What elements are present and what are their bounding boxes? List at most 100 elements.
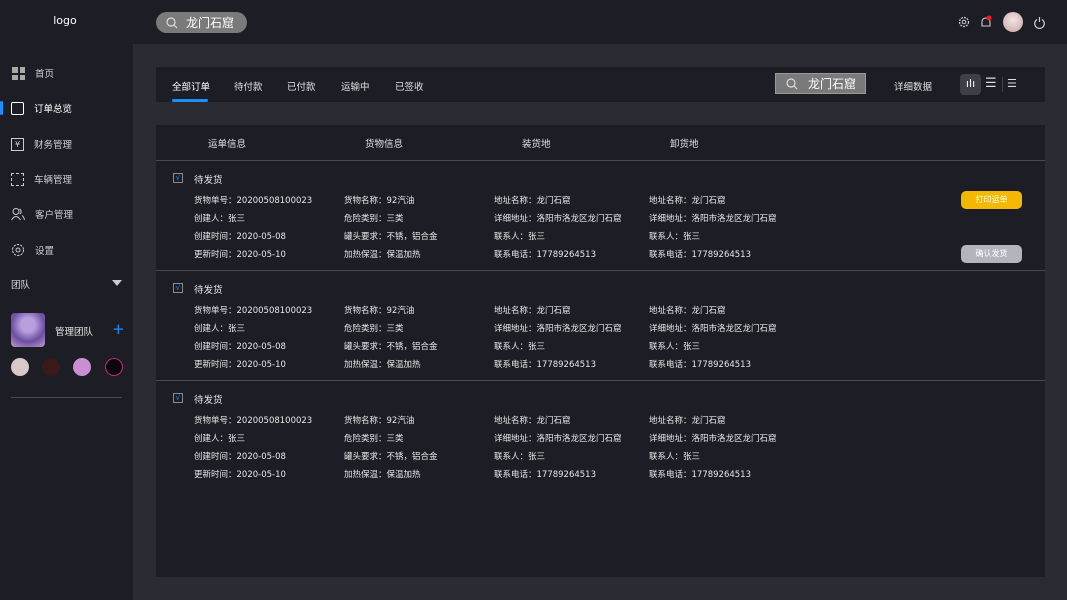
divider [1002, 77, 1003, 92]
team-name: 管理团队 [55, 327, 94, 338]
column-view-icon[interactable]: ıIı [960, 74, 981, 95]
team-avatar[interactable] [11, 313, 45, 347]
confirm-shipment-button[interactable]: 确认发货 [961, 245, 1022, 263]
field-updated: 更新时间：2020-05-10 [194, 470, 286, 480]
add-team-icon[interactable]: + [112, 320, 125, 338]
field-created: 创建时间：2020-05-08 [194, 232, 286, 242]
member-avatar[interactable] [105, 358, 123, 376]
table-row: √ 待发货 货物单号：20200508100023 创建人：张三 创建时间：2020-0… [156, 160, 1045, 270]
field-updated: 更新时间：2020-05-10 [194, 360, 286, 370]
tab-bar: 全部订单 待付款 已付款 运输中 已签收 龙门石窟 详细数据 ıIı ☰ ☰ [156, 67, 1045, 102]
field-tank: 罐头要求：不锈，铝合金 [344, 342, 438, 352]
sidebar-item-home[interactable]: 首页 [0, 63, 133, 83]
field-updated: 更新时间：2020-05-10 [194, 250, 286, 260]
field-load-addr: 详细地址：洛阳市洛龙区龙门石窟 [494, 434, 622, 444]
field-unload-phone: 联系电话：17789264513 [649, 250, 751, 260]
list-view-icon[interactable]: ☰ [985, 76, 997, 91]
team-label: 团队 [11, 280, 31, 291]
field-unload-contact: 联系人：张三 [649, 342, 701, 352]
field-creator: 创建人：张三 [194, 434, 246, 444]
field-load-addr: 详细地址：洛阳市洛龙区龙门石窟 [494, 214, 622, 224]
field-load-name: 地址名称：龙门石窟 [494, 306, 571, 316]
grid-icon [11, 66, 25, 80]
field-load-phone: 联系电话：17789264513 [494, 250, 596, 260]
print-waybill-button[interactable]: 打印运单 [961, 191, 1022, 209]
vehicle-icon [11, 172, 24, 186]
tab-pending-payment[interactable]: 待付款 [234, 82, 263, 93]
member-avatar[interactable] [73, 358, 91, 376]
finance-icon: ¥ [11, 137, 24, 151]
field-heat: 加热保温：保温加热 [344, 250, 421, 260]
row-checkbox[interactable]: √ [173, 393, 183, 403]
sidebar-item-label: 财务管理 [34, 140, 73, 151]
field-goods: 货物名称：92汽油 [344, 306, 415, 316]
tab-paid[interactable]: 已付款 [287, 82, 316, 93]
header-unloading: 卸货地 [670, 139, 699, 150]
power-icon[interactable] [1031, 14, 1047, 30]
sidebar: 首页 订单总览 ¥ 财务管理 车辆管理 客户管理 设置 团队 管理团队 + [0, 44, 133, 600]
search-icon [786, 77, 798, 89]
header-loading: 装货地 [522, 139, 551, 150]
field-order-no: 货物单号：20200508100023 [194, 306, 313, 316]
field-hazard: 危险类别：三类 [344, 324, 404, 334]
sidebar-item-label: 车辆管理 [34, 175, 73, 186]
detail-data-button[interactable]: 详细数据 [894, 82, 933, 93]
field-order-no: 货物单号：20200508100023 [194, 196, 313, 206]
field-created: 创建时间：2020-05-08 [194, 452, 286, 462]
field-load-contact: 联系人：张三 [494, 232, 546, 242]
sidebar-item-customers[interactable]: 客户管理 [0, 204, 133, 224]
member-avatar[interactable] [42, 358, 60, 376]
row-checkbox[interactable]: √ [173, 173, 183, 183]
sidebar-item-label: 客户管理 [35, 210, 74, 221]
divider [11, 397, 122, 398]
sidebar-item-orders[interactable]: 订单总览 [0, 98, 133, 118]
order-status: 待发货 [194, 285, 223, 296]
order-table: 运单信息 货物信息 装货地 卸货地 √ 待发货 货物单号：2020050810002… [156, 125, 1045, 577]
caret-down-icon[interactable] [112, 280, 122, 286]
order-status: 待发货 [194, 395, 223, 406]
compact-view-icon[interactable]: ☰ [1007, 77, 1017, 90]
user-avatar[interactable] [1003, 12, 1023, 32]
tab-in-transit[interactable]: 运输中 [341, 82, 370, 93]
sidebar-item-label: 订单总览 [34, 104, 73, 115]
field-creator: 创建人：张三 [194, 324, 246, 334]
field-hazard: 危险类别：三类 [344, 434, 404, 444]
field-load-contact: 联系人：张三 [494, 452, 546, 462]
field-created: 创建时间：2020-05-08 [194, 342, 286, 352]
top-search-input[interactable]: 龙门石窟 [156, 12, 247, 33]
sidebar-item-label: 设置 [35, 246, 55, 257]
field-unload-name: 地址名称：龙门石窟 [649, 306, 726, 316]
users-icon [11, 208, 25, 221]
bell-icon[interactable] [978, 14, 994, 30]
field-unload-addr: 详细地址：洛阳市洛龙区龙门石窟 [649, 324, 777, 334]
sidebar-item-finance[interactable]: ¥ 财务管理 [0, 134, 133, 154]
field-tank: 罐头要求：不锈，铝合金 [344, 452, 438, 462]
gear-icon [12, 244, 24, 256]
field-unload-name: 地址名称：龙门石窟 [649, 416, 726, 426]
gear-icon[interactable] [956, 14, 972, 30]
field-unload-addr: 详细地址：洛阳市洛龙区龙门石窟 [649, 214, 777, 224]
field-load-name: 地址名称：龙门石窟 [494, 196, 571, 206]
field-unload-contact: 联系人：张三 [649, 232, 701, 242]
logo: logo [53, 14, 77, 27]
sidebar-item-vehicles[interactable]: 车辆管理 [0, 169, 133, 189]
sidebar-item-label: 首页 [35, 69, 55, 80]
field-order-no: 货物单号：20200508100023 [194, 416, 313, 426]
member-avatar[interactable] [11, 358, 29, 376]
order-search-value: 龙门石窟 [808, 77, 857, 91]
field-load-phone: 联系电话：17789264513 [494, 470, 596, 480]
field-creator: 创建人：张三 [194, 214, 246, 224]
field-heat: 加热保温：保温加热 [344, 470, 421, 480]
field-tank: 罐头要求：不锈，铝合金 [344, 232, 438, 242]
order-search-input[interactable]: 龙门石窟 [775, 73, 866, 94]
tab-all-orders[interactable]: 全部订单 [172, 82, 211, 93]
sidebar-item-settings[interactable]: 设置 [0, 240, 133, 260]
header-goods: 货物信息 [365, 139, 404, 150]
field-unload-phone: 联系电话：17789264513 [649, 470, 751, 480]
active-tab-indicator [172, 99, 208, 102]
row-checkbox[interactable]: √ [173, 283, 183, 293]
field-goods: 货物名称：92汽油 [344, 196, 415, 206]
field-unload-phone: 联系电话：17789264513 [649, 360, 751, 370]
tab-signed[interactable]: 已签收 [395, 82, 424, 93]
field-load-contact: 联系人：张三 [494, 342, 546, 352]
